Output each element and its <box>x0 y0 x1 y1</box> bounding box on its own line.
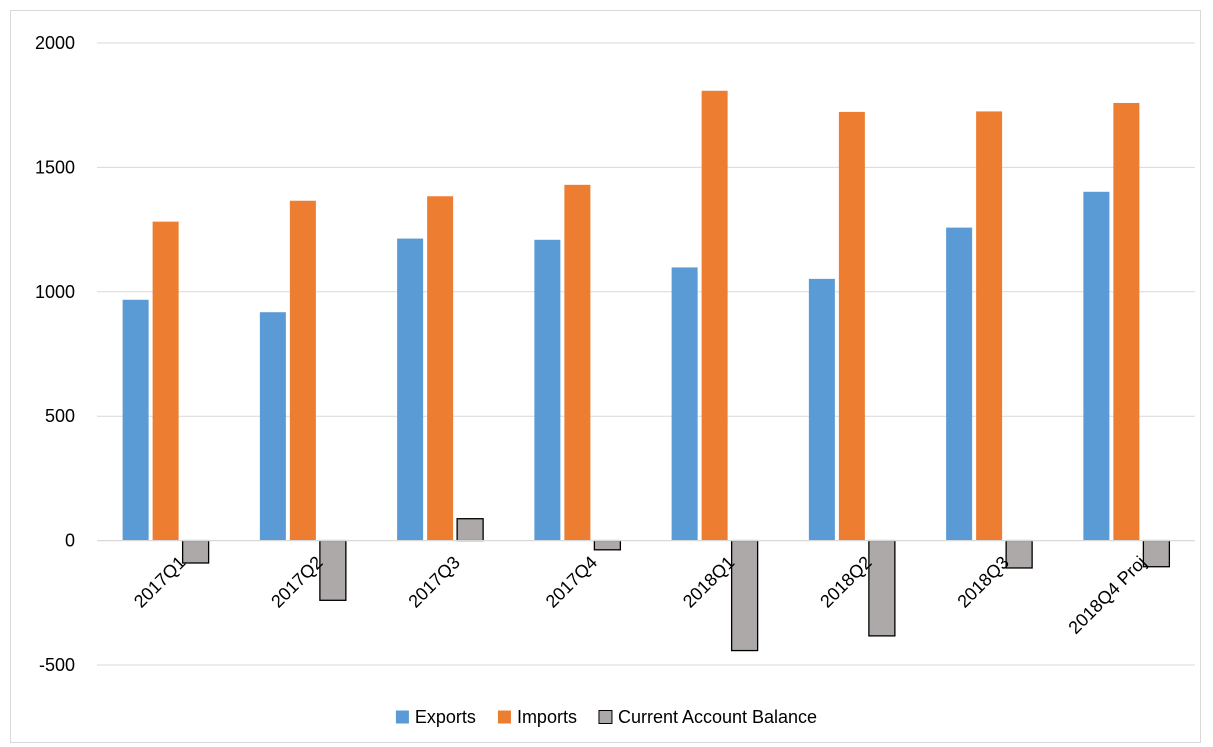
bar-current-account-balance <box>456 518 484 542</box>
y-tick-label: 1500 <box>35 157 75 177</box>
bar-current-account-balance <box>1005 539 1033 569</box>
bar-imports <box>152 221 179 541</box>
bar-imports <box>1113 102 1140 541</box>
bar-imports <box>289 200 316 541</box>
x-tick-label: 2017Q2 <box>267 552 326 611</box>
y-axis-ticks: 2000 1500 1000 500 0 -500 <box>35 33 75 675</box>
x-tick-label: 2017Q3 <box>404 552 463 611</box>
bar-exports <box>259 312 286 541</box>
bar-imports <box>976 111 1003 541</box>
bar-current-account-balance <box>319 539 347 601</box>
x-tick-label: 2017Q4 <box>542 552 601 611</box>
bar-current-account-balance <box>1142 539 1171 568</box>
x-tick-label: 2017Q1 <box>130 552 189 611</box>
bar-exports <box>397 238 424 541</box>
legend-swatch <box>497 710 511 724</box>
bar-exports <box>671 267 698 541</box>
bar-exports <box>1083 191 1110 541</box>
bar-exports <box>808 278 835 541</box>
legend: Exports Imports Current Account Balance <box>395 707 817 727</box>
y-tick-label: 0 <box>65 531 75 551</box>
bar-exports <box>122 299 149 541</box>
bar-imports <box>838 111 865 541</box>
bar-current-account-balance <box>730 539 759 652</box>
legend-label: Exports <box>415 707 476 727</box>
gridlines <box>97 42 1195 666</box>
y-tick-label: -500 <box>39 655 75 675</box>
legend-swatch <box>395 710 409 724</box>
x-tick-label: 2018Q3 <box>953 552 1012 611</box>
bar-current-account-balance <box>868 539 896 637</box>
bar-current-account-balance <box>593 539 622 551</box>
chart-frame <box>10 10 1201 743</box>
bar-exports <box>534 239 561 541</box>
y-tick-label: 1000 <box>35 282 75 302</box>
y-tick-label: 500 <box>45 406 75 426</box>
bar-exports <box>946 227 973 541</box>
legend-label: Imports <box>517 707 577 727</box>
x-tick-label: 2018Q2 <box>816 552 875 611</box>
bar-current-account-balance <box>181 539 210 564</box>
bar-imports <box>427 196 454 541</box>
x-axis-ticks: 2017Q1 2017Q2 2017Q3 2017Q4 2018Q1 2018Q2 2018… <box>130 552 1150 638</box>
x-tick-label: 2018Q1 <box>679 552 738 611</box>
bar-imports <box>564 184 591 541</box>
x-tick-label: 2018Q4 Proj <box>1064 552 1150 638</box>
legend-label: Current Account Balance <box>618 707 817 727</box>
y-tick-label: 2000 <box>35 33 75 53</box>
bar-imports <box>701 90 728 541</box>
legend-swatch <box>598 710 613 724</box>
bars <box>122 90 1171 652</box>
